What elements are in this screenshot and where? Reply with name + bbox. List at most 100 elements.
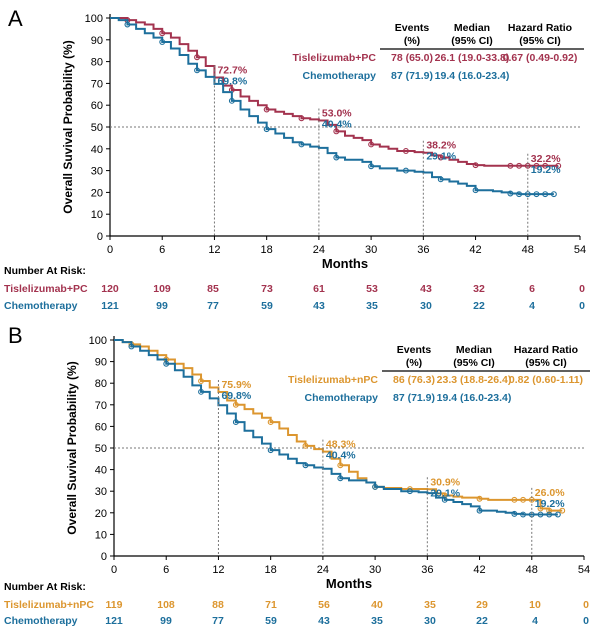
censor-mark: [402, 148, 409, 154]
risk-count: 85: [207, 283, 219, 295]
x-tick-label: 18: [261, 244, 273, 256]
timepoint-label-chemotherapy: 40.4%: [326, 450, 356, 462]
censor-mark: [263, 126, 270, 133]
y-tick-label: 70: [95, 400, 107, 412]
risk-count: 121: [105, 615, 123, 627]
panel-label: B: [8, 323, 23, 348]
censor-mark: [542, 191, 549, 198]
y-tick-label: 30: [91, 166, 103, 178]
risk-table-title: Number At Risk:: [4, 581, 86, 593]
table-header-line2: (95% CI): [525, 357, 566, 369]
risk-count: 30: [424, 615, 436, 627]
censor-mark: [232, 401, 239, 408]
censor-mark: [476, 507, 483, 514]
x-axis-title: Months: [326, 576, 372, 591]
censor-mark: [542, 162, 549, 169]
censor-mark: [333, 128, 340, 135]
risk-count: 99: [156, 300, 168, 312]
timepoint-label-treatment: 30.9%: [430, 476, 460, 488]
table-header-line2: (95% CI): [451, 35, 492, 47]
censor-mark: [298, 115, 305, 122]
y-tick-label: 0: [97, 231, 103, 243]
table-median: 19.4 (16.0-23.4): [435, 70, 510, 82]
timepoint-label-treatment: 32.2%: [531, 153, 561, 165]
table-header-line2: (95% CI): [453, 357, 494, 369]
x-axis-title: Months: [322, 256, 368, 271]
y-tick-label: 30: [95, 486, 107, 498]
x-tick-label: 0: [107, 244, 113, 256]
censor-mark: [546, 507, 553, 514]
censor-mark: [537, 505, 544, 512]
y-axis-title: Overall Suvival Probability (%): [65, 361, 79, 534]
table-header-line2: (95% CI): [519, 35, 560, 47]
table-header-line1: Hazard Ratio: [508, 22, 572, 34]
x-tick-label: 54: [578, 564, 590, 576]
censor-mark: [507, 162, 514, 169]
legend-series-name: Tislelizumab+nPC: [288, 374, 378, 386]
legend-series-name: Chemotherapy: [302, 70, 376, 82]
panel-label: A: [8, 6, 23, 31]
y-tick-label: 40: [91, 144, 103, 156]
y-axis-title: Overall Suvival Probability (%): [61, 40, 75, 213]
risk-row-label: Chemotherapy: [4, 615, 78, 627]
censor-mark: [520, 511, 527, 518]
table-hazard-ratio: 0.82 (0.60-1.11): [509, 374, 583, 386]
y-tick-label: 60: [91, 100, 103, 112]
table-median: 19.4 (16.0-23.4): [437, 392, 512, 404]
risk-count: 0: [583, 615, 589, 627]
risk-count: 73: [261, 283, 273, 295]
risk-count: 0: [579, 283, 585, 295]
x-tick-label: 48: [522, 244, 534, 256]
censor-mark: [228, 97, 235, 104]
x-tick-label: 24: [313, 244, 325, 256]
censor-mark: [124, 21, 131, 28]
risk-count: 61: [313, 283, 325, 295]
x-tick-label: 6: [159, 244, 165, 256]
timepoint-label-chemotherapy: 69.8%: [217, 76, 247, 88]
km-curve-chemotherapy: [110, 17, 554, 196]
censor-mark: [267, 447, 274, 454]
censor-mark: [194, 67, 200, 74]
censor-mark: [163, 360, 170, 367]
x-tick-label: 18: [265, 564, 277, 576]
censor-mark: [372, 483, 379, 490]
x-tick-label: 30: [369, 564, 381, 576]
risk-count: 40: [371, 599, 383, 611]
risk-count: 22: [476, 615, 488, 627]
timepoint-label-chemotherapy: 40.4%: [322, 118, 352, 130]
risk-count: 119: [106, 599, 123, 611]
risk-count: 88: [212, 599, 224, 611]
risk-count: 77: [212, 615, 224, 627]
risk-count: 56: [318, 599, 330, 611]
x-tick-label: 36: [421, 564, 433, 576]
censor-mark: [476, 495, 483, 502]
y-tick-label: 20: [95, 508, 107, 520]
table-median: 26.1 (19.0-33.8): [435, 52, 510, 64]
risk-count: 121: [101, 300, 119, 312]
x-tick-label: 42: [473, 564, 485, 576]
risk-row-label: Chemotherapy: [4, 300, 78, 312]
censor-mark: [533, 191, 540, 198]
y-tick-label: 100: [89, 335, 107, 347]
censor-mark: [232, 419, 239, 426]
y-tick-label: 80: [91, 57, 103, 69]
table-header-line1: Median: [456, 344, 492, 356]
risk-count: 35: [366, 300, 378, 312]
risk-count: 29: [476, 599, 488, 611]
table-events: 87 (71.9): [393, 392, 435, 404]
y-tick-label: 50: [91, 122, 103, 134]
y-tick-label: 10: [95, 529, 107, 541]
risk-count: 35: [424, 599, 436, 611]
censor-mark: [516, 162, 523, 169]
risk-count: 30: [420, 300, 432, 312]
legend-series-name: Chemotherapy: [304, 392, 378, 404]
timepoint-label-chemotherapy: 29.1%: [426, 151, 456, 163]
x-tick-label: 24: [317, 564, 329, 576]
censor-mark: [406, 488, 413, 495]
timepoint-label-chemotherapy: 69.8%: [221, 390, 251, 402]
censor-mark: [402, 167, 409, 174]
risk-count: 109: [153, 283, 171, 295]
censor-mark: [267, 419, 274, 426]
y-tick-label: 50: [95, 443, 107, 455]
